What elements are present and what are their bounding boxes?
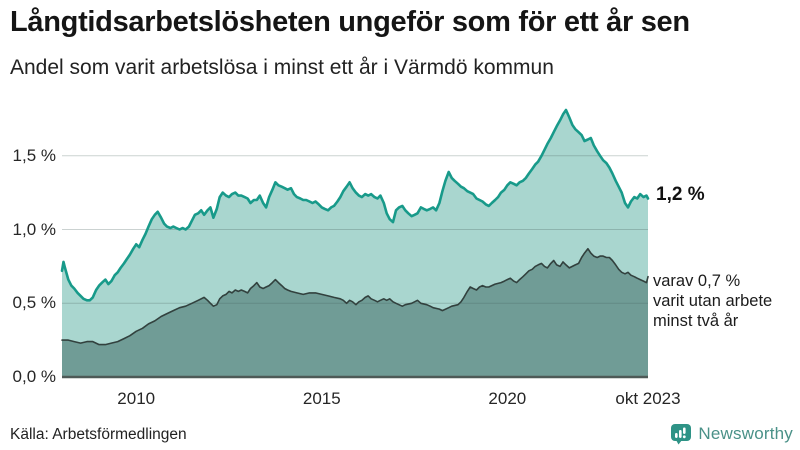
secondary-annotation-line: minst två år xyxy=(653,312,739,330)
secondary-annotation-line: varit utan arbete xyxy=(653,292,773,310)
newsworthy-logo: Newsworthy xyxy=(670,423,793,445)
y-tick-label: 0,5 % xyxy=(12,293,56,313)
latest-value-annotation: 1,2 % xyxy=(656,184,705,205)
newsworthy-logo-text: Newsworthy xyxy=(698,424,793,443)
y-tick-label: 1,0 % xyxy=(12,219,56,239)
secondary-annotation-line: varav 0,7 % xyxy=(653,272,741,290)
x-tick-label: okt 2023 xyxy=(615,389,681,408)
x-tick-label: 2020 xyxy=(488,389,527,408)
x-tick-label: 2010 xyxy=(117,389,156,408)
x-tick-label: 2015 xyxy=(302,389,341,408)
y-tick-label: 1,5 % xyxy=(12,145,56,165)
page-title: Långtidsarbetslösheten ungeför som för e… xyxy=(10,6,690,38)
source-note: Källa: Arbetsförmedlingen xyxy=(10,426,187,443)
y-tick-label: 0,0 % xyxy=(12,367,56,386)
chart-subtitle: Andel som varit arbetslösa i minst ett å… xyxy=(10,56,554,79)
newsworthy-logo-icon xyxy=(671,424,692,445)
secondary-series-annotation: varav 0,7 % varit utan arbete minst två år xyxy=(653,271,772,331)
